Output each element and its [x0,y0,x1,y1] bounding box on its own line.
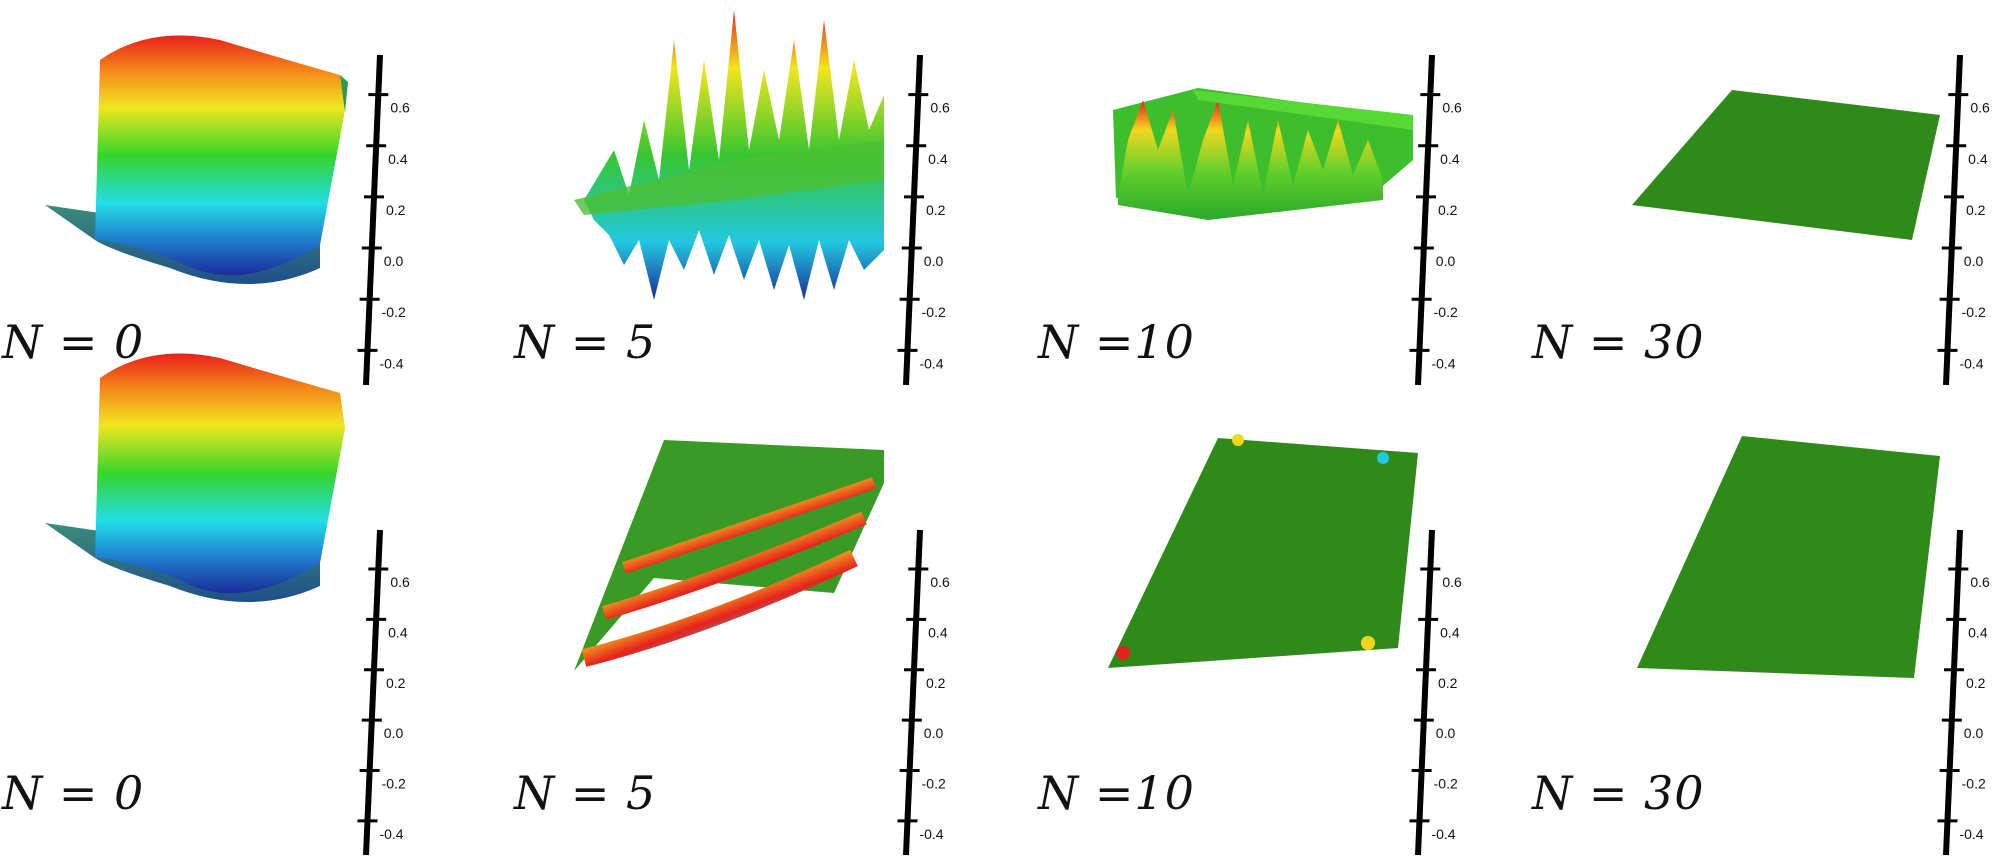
panel-label: N = 0 [2,766,145,820]
panel-r2-n5: N = 5 [504,428,1008,856]
axis-line [1943,54,1963,386]
axis-tick-label: -0.2 [1962,304,1986,320]
panel-label: N = 30 [1532,315,1705,369]
panel-r2-n10: N =10 [1008,428,1512,856]
panel-label: N =10 [1038,315,1195,369]
panel-label: N = 5 [514,766,657,820]
axis-line [363,529,383,856]
axis-tick-label: 0.4 [388,624,408,640]
axis-tick-label: -0.4 [919,826,943,842]
axis-line [1415,54,1435,386]
axis-r2-c3: 0.6 0.4 0.2 0.0 -0.2 -0.4 [1409,529,1462,856]
axis-tick-label: 0.6 [1970,574,1990,590]
axis-tick-label: -0.2 [922,776,946,792]
axis-tick-label: -0.2 [922,304,946,320]
axis-tick-label: -0.4 [1959,826,1983,842]
axis-tick-label: -0.2 [382,776,406,792]
panel-r1-n10: N =10 [1008,0,1512,428]
axis-tick-label: 0.4 [388,151,408,167]
axis-line [363,54,383,386]
axis-tick-label: 0.4 [1440,624,1460,640]
axis-r2-c4: 0.6 0.4 0.2 0.0 -0.2 -0.4 [1937,529,1990,856]
axis-line [1943,529,1963,856]
axis-tick-label: -0.4 [1431,826,1455,842]
axis-tick-label: -0.4 [379,826,403,842]
axis-tick-label: 0.2 [1966,675,1986,691]
axis-tick-label: 0.6 [1442,574,1462,590]
panel-label: N = 5 [514,315,657,369]
axis-tick-label: 0.4 [928,151,948,167]
axis-tick-label: -0.4 [1431,355,1455,371]
surface-flat-edges [1108,434,1418,668]
axis-tick-label: 0.6 [1970,100,1990,116]
axis-tick-label: 0.2 [386,202,406,218]
axis-tick-label: 0.0 [1964,725,1984,741]
surface-ramp [45,35,348,284]
surface-flat [1637,436,1940,678]
panel-label: N = 30 [1532,766,1705,820]
axis-tick-label: 0.2 [1966,202,1986,218]
axis-r1-c2: 0.6 0.4 0.2 0.0 -0.2 -0.4 [897,54,950,386]
axis-r1-c4: 0.6 0.4 0.2 0.0 -0.2 -0.4 [1937,54,1990,386]
axis-tick-label: -0.4 [379,355,403,371]
surface-spiky [574,10,884,300]
axis-tick-label: 0.2 [386,675,406,691]
axis-r2-c2: 0.6 0.4 0.2 0.0 -0.2 -0.4 [897,529,950,856]
panel-r1-n0: N = 0 [0,0,504,428]
axis-tick-label: -0.2 [1434,776,1458,792]
axis-tick-label: 0.0 [924,725,944,741]
axis-tick-label: -0.4 [1959,355,1983,371]
axis-tick-label: 0.4 [1968,624,1988,640]
panel-r1-n30: N = 30 [1512,0,2016,428]
axis-r2-c1: 0.6 0.4 0.2 0.0 -0.2 -0.4 [357,529,410,856]
axis-tick-label: 0.0 [1964,253,1984,269]
axis-tick-label: 0.2 [926,202,946,218]
axis-tick-label: 0.6 [390,100,410,116]
axis-tick-label: -0.4 [919,355,943,371]
axis-tick-label: -0.2 [1962,776,1986,792]
axis-tick-label: 0.2 [926,675,946,691]
axis-r1-c3: 0.6 0.4 0.2 0.0 -0.2 -0.4 [1409,54,1462,386]
axis-tick-label: 0.6 [930,100,950,116]
panel-label: N = 0 [2,315,145,369]
axis-tick-label: 0.0 [384,725,404,741]
axis-tick-label: 0.2 [1438,202,1458,218]
axis-tick-label: 0.4 [1968,151,1988,167]
surface-rippled [574,440,884,671]
surface-flat [1632,90,1940,240]
surface-ridges [1113,88,1413,220]
axis-tick-label: 0.4 [1440,151,1460,167]
panel-r1-n5: N = 5 [504,0,1008,428]
axis-tick-label: 0.4 [928,624,948,640]
axis-tick-label: 0.0 [384,253,404,269]
axis-tick-label: 0.0 [924,253,944,269]
axis-tick-label: 0.0 [1436,725,1456,741]
axis-tick-label: 0.2 [1438,675,1458,691]
axis-tick-label: 0.6 [390,574,410,590]
axis-tick-label: 0.0 [1436,253,1456,269]
axis-tick-label: -0.2 [1434,304,1458,320]
axis-tick-label: -0.2 [382,304,406,320]
panel-r2-n30: N = 30 [1512,428,2016,856]
panel-r2-n0: N = 0 [0,353,504,856]
axis-r1-c1: 0.6 0.4 0.2 0.0 -0.2 -0.4 [357,54,410,386]
panel-label: N =10 [1038,766,1195,820]
axis-line [903,54,923,386]
axis-line [903,529,923,856]
axis-tick-label: 0.6 [930,574,950,590]
surface-ramp [45,353,345,602]
axis-tick-label: 0.6 [1442,100,1462,116]
axis-line [1415,529,1435,856]
